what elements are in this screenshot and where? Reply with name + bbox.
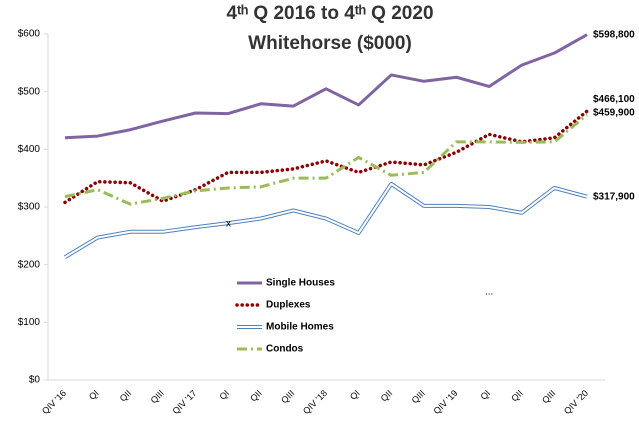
series-line-inner	[64, 182, 588, 259]
legend-label: Duplexes	[266, 300, 311, 311]
chart-title: 4ᵗʰ Q 2016 to 4ᵗʰ Q 2020	[226, 3, 433, 24]
x-tick-label: QI	[348, 388, 362, 402]
x-tick-label: QIII	[540, 388, 557, 405]
annotation: ...	[485, 287, 493, 298]
chart-subtitle: Whitehorse ($000)	[248, 33, 412, 54]
value-label: $466,100	[593, 94, 635, 105]
x-tick-label: QI	[217, 388, 231, 402]
x-tick-label: QII	[118, 388, 134, 404]
legend-label: Single Houses	[266, 278, 335, 289]
annotation: x	[226, 219, 231, 230]
y-tick-label: $500	[18, 86, 41, 97]
y-tick-label: $100	[18, 317, 41, 328]
y-tick-label: $0	[29, 375, 41, 386]
legend-label: Mobile Homes	[266, 322, 334, 333]
y-tick-label: $200	[18, 259, 41, 270]
value-label: $598,800	[593, 29, 635, 40]
series-line	[64, 113, 588, 206]
x-tick-label: QIII	[149, 388, 166, 405]
x-tick-label: QIV '19	[431, 388, 459, 416]
x-tick-label: QIV '17	[170, 388, 198, 416]
x-tick-label: QII	[379, 388, 395, 404]
x-tick-label: QI	[87, 388, 101, 402]
x-tick-label: QIII	[279, 388, 296, 405]
series-line	[63, 109, 589, 205]
legend-label: Condos	[266, 344, 304, 355]
x-tick-label: QIV '18	[301, 388, 329, 416]
y-tick-label: $600	[18, 29, 41, 40]
x-tick-label: QIII	[410, 388, 427, 405]
x-tick-label: QIV '20	[562, 388, 590, 416]
series-line	[64, 33, 588, 140]
x-tick-label: QII	[509, 388, 525, 404]
value-label: $459,900	[593, 107, 635, 118]
y-tick-label: $300	[18, 202, 41, 213]
x-tick-label: QIV '16	[40, 388, 68, 416]
x-tick-label: QI	[478, 388, 492, 402]
x-tick-label: QII	[248, 388, 264, 404]
y-tick-label: $400	[18, 144, 41, 155]
value-label: $317,900	[593, 191, 635, 202]
series-line	[63, 181, 588, 259]
